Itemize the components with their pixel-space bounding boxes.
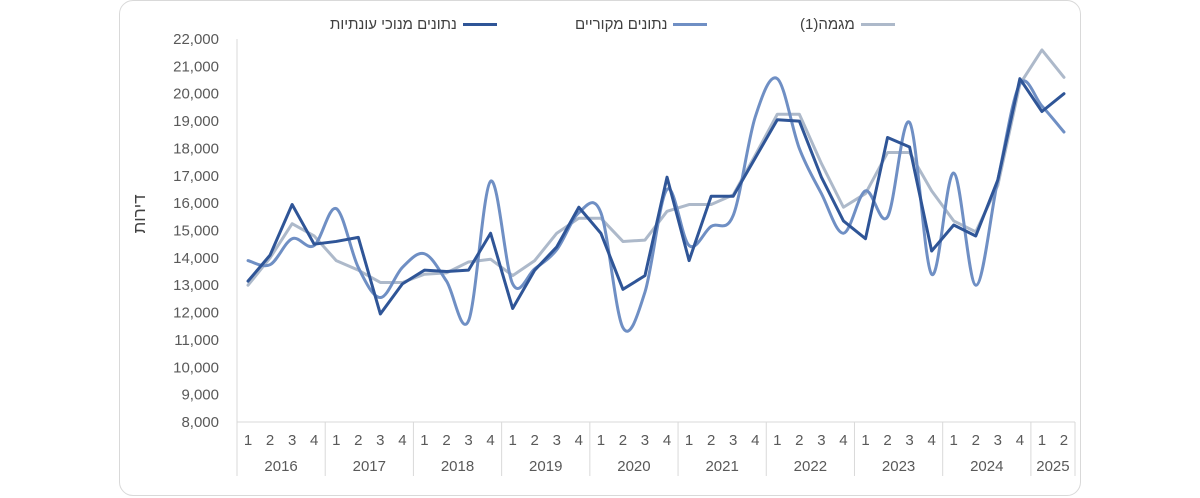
legend-label-seasonally-adjusted: נתונים מנוכי עונתיות xyxy=(330,15,457,33)
y-tick-label: 9,000 xyxy=(181,387,219,404)
x-tick-year-label: 2022 xyxy=(794,458,827,475)
legend-item-original: נתונים מקוריים xyxy=(575,13,708,35)
x-tick-quarter-label: 4 xyxy=(839,432,847,449)
x-tick-quarter-label: 2 xyxy=(531,432,539,449)
x-tick-quarter-label: 2 xyxy=(1060,432,1068,449)
y-tick-label: 20,000 xyxy=(173,86,219,103)
x-tick-quarter-label: 3 xyxy=(288,432,296,449)
x-tick-quarter-label: 2 xyxy=(707,432,715,449)
legend-swatch-seasonally-adjusted xyxy=(462,22,497,26)
x-tick-year-label: 2019 xyxy=(529,458,562,475)
x-tick-quarter-label: 2 xyxy=(354,432,362,449)
y-tick-label: 21,000 xyxy=(173,58,219,75)
x-tick-quarter-label: 1 xyxy=(332,432,340,449)
x-tick-quarter-label: 3 xyxy=(641,432,649,449)
legend: נתונים מנוכי עונתיות נתונים מקוריים מגמה… xyxy=(330,13,950,35)
x-tick-quarter-label: 3 xyxy=(729,432,737,449)
y-tick-label: 14,000 xyxy=(173,250,219,267)
x-tick-year-label: 2018 xyxy=(441,458,474,475)
x-tick-quarter-label: 1 xyxy=(597,432,605,449)
legend-item-seasonally-adjusted: נתונים מנוכי עונתיות xyxy=(330,13,497,35)
legend-swatch-original xyxy=(673,22,708,26)
y-tick-label: 12,000 xyxy=(173,305,219,322)
x-tick-year-label: 2024 xyxy=(970,458,1003,475)
x-tick-quarter-label: 1 xyxy=(685,432,693,449)
x-tick-quarter-label: 3 xyxy=(376,432,384,449)
x-tick-quarter-label: 1 xyxy=(508,432,516,449)
x-tick-quarter-label: 4 xyxy=(398,432,406,449)
series-lines xyxy=(246,48,1066,333)
x-tick-quarter-label: 1 xyxy=(773,432,781,449)
x-tick-quarter-label: 4 xyxy=(310,432,318,449)
y-tick-label: 22,000 xyxy=(173,31,219,48)
x-tick-year-label: 2016 xyxy=(264,458,297,475)
x-tick-year-label: 2025 xyxy=(1036,458,1069,475)
x-tick-quarter-label: 3 xyxy=(905,432,913,449)
x-tick-year-label: 2023 xyxy=(882,458,915,475)
x-tick-quarter-label: 4 xyxy=(751,432,759,449)
legend-swatch-trend xyxy=(860,22,895,26)
y-tick-label: 10,000 xyxy=(173,359,219,376)
x-tick-quarter-label: 1 xyxy=(420,432,428,449)
x-tick-quarter-label: 4 xyxy=(663,432,671,449)
y-tick-label: 15,000 xyxy=(173,223,219,240)
x-tick-quarter-label: 2 xyxy=(619,432,627,449)
x-tick-year-label: 2017 xyxy=(353,458,386,475)
x-tick-quarter-label: 3 xyxy=(553,432,561,449)
x-tick-quarter-label: 2 xyxy=(795,432,803,449)
series-line-original xyxy=(246,76,1066,333)
x-tick-quarter-label: 2 xyxy=(883,432,891,449)
x-tick-quarter-label: 2 xyxy=(442,432,450,449)
x-tick-quarter-label: 4 xyxy=(486,432,494,449)
y-tick-label: 11,000 xyxy=(174,332,219,349)
y-axis: 8,000 9,000 10,000 11,000 12,000 13,000 14,000… xyxy=(173,31,238,431)
x-tick-quarter-label: 1 xyxy=(1038,432,1046,449)
x-tick-quarter-label: 2 xyxy=(266,432,274,449)
legend-label-original: נתונים מקוריים xyxy=(575,15,668,33)
x-tick-year-label: 2021 xyxy=(705,458,738,475)
y-tick-label: 13,000 xyxy=(173,277,219,294)
x-tick-quarter-label: 4 xyxy=(1016,432,1024,449)
y-tick-label: 18,000 xyxy=(173,140,219,157)
y-tick-label: 17,000 xyxy=(173,168,219,185)
x-tick-quarter-label: 1 xyxy=(861,432,869,449)
series-line-seasonally-adjusted xyxy=(246,77,1066,316)
y-tick-label: 8,000 xyxy=(181,414,219,431)
chart-frame xyxy=(119,0,1081,496)
x-tick-quarter-label: 3 xyxy=(817,432,825,449)
y-tick-label: 16,000 xyxy=(173,195,219,212)
x-tick-quarter-label: 3 xyxy=(464,432,472,449)
x-tick-quarter-label: 4 xyxy=(575,432,583,449)
x-tick-quarter-label: 3 xyxy=(994,432,1002,449)
series-line-trend xyxy=(246,48,1066,287)
legend-item-trend: מגמה(1) xyxy=(800,13,895,35)
legend-label-trend: מגמה(1) xyxy=(800,15,855,33)
x-tick-quarter-label: 2 xyxy=(972,432,980,449)
x-tick-quarter-label: 1 xyxy=(244,432,252,449)
x-tick-quarter-label: 4 xyxy=(927,432,935,449)
x-tick-year-label: 2020 xyxy=(617,458,650,475)
x-tick-quarter-label: 1 xyxy=(950,432,958,449)
y-axis-title: דירות xyxy=(130,194,149,233)
y-tick-label: 19,000 xyxy=(173,113,219,130)
